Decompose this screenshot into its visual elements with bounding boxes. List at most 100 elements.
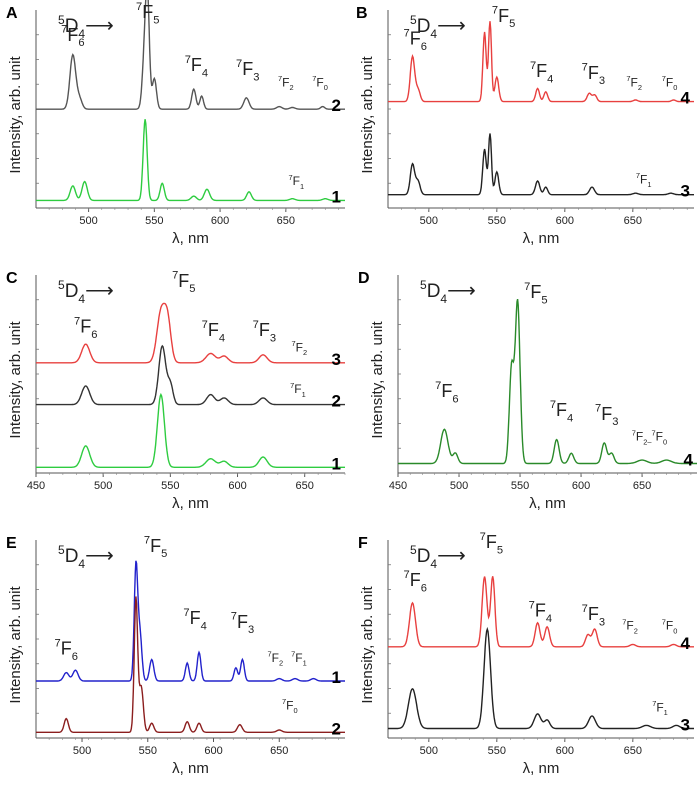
- x-tick-label: 650: [296, 480, 314, 492]
- header-label: 5D4⟶: [58, 278, 114, 306]
- term-annotation: 7F3: [253, 319, 276, 345]
- x-tick-label: 450: [389, 480, 407, 492]
- panel-label: E: [6, 535, 17, 552]
- term-annotation: 7F5: [480, 531, 503, 557]
- x-axis-label: λ, nm: [172, 760, 209, 777]
- panel-c: C 450 500 550 600 650 λ, nm Intensity, arb. uni…: [6, 270, 346, 512]
- series-line-3: [388, 626, 694, 730]
- series-label: 4: [681, 89, 691, 108]
- term-annotation: 7F6: [61, 24, 84, 50]
- x-tick-label: 550: [488, 215, 506, 227]
- panel-b: B 500 550 600 650 λ, nm Intensity, arb. unit 5D…: [356, 5, 694, 247]
- term-annotation: 7F6: [403, 28, 426, 54]
- term-annotation: 7F3: [236, 58, 259, 84]
- series-label: 4: [681, 634, 691, 653]
- term-annotation: 7F3: [231, 611, 254, 637]
- term-annotation: 7F5: [524, 281, 547, 307]
- series-line-1: [36, 560, 345, 682]
- x-axis-label: λ, nm: [523, 230, 560, 247]
- term-annotation: 7F2: [622, 617, 638, 635]
- x-tick-label: 500: [420, 745, 438, 757]
- series-label: 2: [332, 96, 341, 115]
- y-axis-label: Intensity, arb. unit: [7, 56, 24, 174]
- x-axis-label: λ, nm: [172, 495, 209, 512]
- x-tick-label: 550: [511, 480, 529, 492]
- x-axis-label: λ, nm: [529, 495, 566, 512]
- series-label: 1: [332, 454, 341, 473]
- x-tick-label: 650: [624, 745, 642, 757]
- term-annotation: 7F2: [292, 339, 308, 357]
- panel-a: A 500 550 600 650 λ, nm Intensity, arb. unit 5D…: [6, 0, 345, 247]
- x-tick-label: 550: [161, 480, 179, 492]
- x-tick-label: 600: [556, 215, 574, 227]
- x-tick-label: 550: [145, 215, 163, 227]
- term-annotation: 7F1: [652, 699, 668, 717]
- series-label: 2: [332, 719, 341, 738]
- term-annotation: 7F4: [529, 599, 552, 625]
- series-label: 3: [681, 182, 690, 201]
- term-annotation: 7F2: [278, 74, 294, 92]
- term-annotation: 7F1: [289, 173, 305, 191]
- term-annotation: 7F0: [662, 74, 678, 92]
- x-tick-label: 550: [139, 745, 157, 757]
- series-line-4: [398, 298, 697, 465]
- y-axis-label: Intensity, arb. unit: [7, 321, 24, 439]
- y-axis-label: Intensity, arb. unit: [359, 56, 376, 174]
- x-tick-label: 650: [270, 745, 288, 757]
- x-axis-label: λ, nm: [172, 230, 209, 247]
- series-line-4: [388, 21, 694, 103]
- term-annotation: 7F3: [582, 62, 605, 88]
- series-line-2: [36, 344, 345, 406]
- x-tick-label: 600: [211, 215, 229, 227]
- term-annotation: 7F1: [636, 171, 652, 189]
- series-label: 3: [681, 716, 690, 735]
- term-annotation: 7F6: [74, 315, 97, 341]
- x-tick-label: 650: [624, 215, 642, 227]
- term-annotation: 7F5: [492, 5, 515, 31]
- x-tick-label: 650: [633, 480, 651, 492]
- term-annotation: 7F3: [595, 403, 618, 429]
- term-annotation: 7F3: [582, 603, 605, 629]
- panel-d: D 450 500 550 600 650 λ, nm Intensity, arb. uni…: [358, 270, 697, 512]
- series-line-3: [36, 302, 345, 364]
- term-annotation: 7F1: [290, 381, 306, 399]
- series-label: 1: [332, 668, 341, 687]
- header-label: 5D4⟶: [58, 13, 114, 41]
- header-label: 5D4⟶: [58, 543, 114, 571]
- term-annotation: 7F2: [267, 650, 283, 668]
- x-axis-label: λ, nm: [523, 760, 560, 777]
- term-annotation: 7F4: [185, 54, 208, 80]
- term-annotation: 7F0: [662, 617, 678, 635]
- series-label: 2: [332, 392, 341, 411]
- x-tick-label: 600: [556, 745, 574, 757]
- term-annotation: 7F0: [312, 74, 328, 92]
- term-annotation: 7F4: [530, 60, 553, 86]
- term-annotation: 7F5: [144, 535, 167, 561]
- series-line-1: [36, 119, 345, 202]
- series-line-3: [388, 133, 694, 196]
- panel-e: E 500 550 600 650 λ, nm Intensity, arb. unit 5D…: [6, 535, 345, 777]
- x-tick-label: 450: [27, 480, 45, 492]
- term-annotation: 7F6: [55, 637, 78, 663]
- term-annotation: 7F0: [282, 697, 298, 715]
- x-tick-label: 500: [450, 480, 468, 492]
- term-annotation: 7F4: [550, 399, 573, 425]
- panel-label: A: [6, 5, 18, 22]
- term-annotation: 7F1: [291, 650, 307, 668]
- x-tick-label: 500: [94, 480, 112, 492]
- panel-label: C: [6, 270, 18, 287]
- x-tick-label: 500: [420, 215, 438, 227]
- term-annotation: 7F6: [435, 380, 458, 406]
- term-annotation: 7F4: [202, 319, 225, 345]
- series-label: 4: [684, 451, 694, 470]
- header-label: 5D4⟶: [410, 13, 466, 41]
- y-axis-label: Intensity, arb. unit: [7, 586, 24, 704]
- x-tick-label: 600: [204, 745, 222, 757]
- x-tick-label: 600: [572, 480, 590, 492]
- series-line-2: [36, 596, 345, 733]
- series-label: 1: [332, 187, 341, 206]
- x-tick-label: 650: [277, 215, 295, 227]
- x-tick-label: 550: [488, 745, 506, 757]
- header-label: 5D4⟶: [410, 543, 466, 571]
